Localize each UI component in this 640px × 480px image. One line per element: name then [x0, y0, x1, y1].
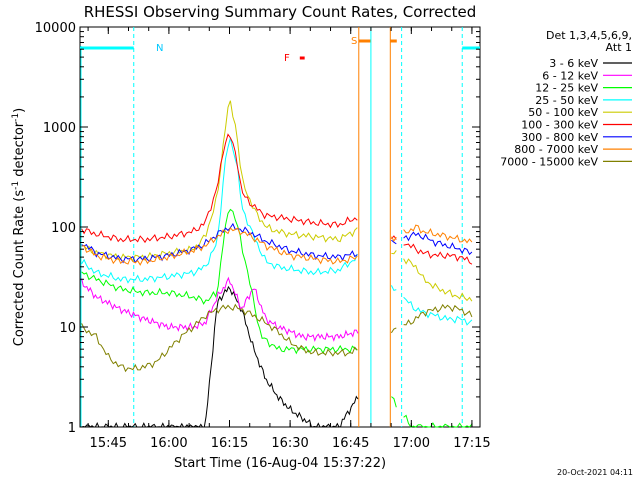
legend-item-label-8: 7000 - 15000 keV	[500, 155, 598, 168]
series-line-0-0	[81, 285, 359, 428]
series-line-5-0	[81, 133, 358, 244]
series-line-6-1	[391, 239, 397, 245]
series-line-7-2	[403, 224, 473, 244]
chart-title: RHESSI Observing Summary Count Rates, Co…	[84, 3, 477, 21]
y-axis-label-main: Corrected Count Rate (s	[12, 190, 27, 347]
series-line-1-0	[81, 276, 359, 342]
x-tick-label-1: 16:00	[150, 436, 187, 451]
legend-item-label-3: 25 - 50 keV	[535, 94, 598, 107]
series-line-2-0	[81, 208, 358, 355]
footer-date: 20-Oct-2021 04:11	[557, 468, 633, 477]
legend-item-label-0: 3 - 6 keV	[549, 57, 598, 70]
legend-item-label-6: 300 - 800 keV	[521, 131, 598, 144]
saa-flag-label: S	[351, 36, 357, 47]
series-line-8-1	[390, 327, 397, 334]
y-tick-label-0: 1	[68, 421, 76, 436]
legend-item-label-1: 6 - 12 keV	[542, 69, 598, 82]
y-axis-label-mid: detector	[12, 121, 27, 181]
series-line-7-1	[390, 236, 397, 242]
legend-item-label-2: 12 - 25 keV	[535, 82, 598, 95]
legend-header-2: Att 1	[606, 41, 632, 54]
series-line-8-0	[81, 303, 358, 373]
x-tick-label-0: 15:45	[90, 436, 127, 451]
x-tick-label-6: 17:15	[453, 436, 490, 451]
y-tick-label-4: 10000	[35, 21, 76, 36]
series-line-3-2	[403, 296, 473, 326]
y-tick-label-2: 100	[51, 221, 76, 236]
series-line-4-1	[391, 250, 397, 255]
series-line-4-2	[403, 258, 473, 302]
y-tick-label-3: 1000	[43, 121, 76, 136]
series-line-3-0	[81, 137, 358, 284]
x-axis-ticks: 15:45 16:00 16:15 16:30 16:45 17:00 17:15	[87, 27, 491, 451]
series-line-6-0	[81, 222, 358, 264]
series-line-8-2	[403, 303, 473, 326]
night-flag-label: N	[156, 43, 163, 54]
y-axis-label-exp2: -1	[11, 113, 21, 122]
series-line-5-2	[403, 243, 473, 265]
x-tick-label-5: 17:00	[393, 436, 430, 451]
series-line-7-0	[81, 227, 358, 266]
y-axis-label-end: )	[12, 108, 27, 113]
y-tick-label-1: 10	[59, 321, 76, 336]
x-tick-label-4: 16:45	[332, 436, 369, 451]
legend-header-1: Det 1,3,4,5,6,9,	[546, 29, 632, 42]
series-layer	[81, 100, 473, 428]
series-line-2-1	[391, 396, 397, 408]
series-line-3-1	[390, 285, 397, 292]
x-tick-label-3: 16:30	[271, 436, 308, 451]
y-axis-label-exp1: -1	[11, 181, 21, 190]
legend-item-label-7: 800 - 7000 keV	[514, 143, 598, 156]
flags-layer	[80, 27, 480, 427]
series-line-4-0	[81, 100, 358, 262]
x-tick-label-2: 16:15	[211, 436, 248, 451]
plot-frame	[79, 26, 481, 428]
flare-flag-label: F	[284, 53, 290, 64]
series-line-2-2	[403, 414, 473, 428]
x-axis-label: Start Time (16-Aug-04 15:37:22)	[174, 456, 386, 471]
series-line-6-2	[403, 231, 473, 256]
y-axis-ticks: 1 10 100 1000 10000	[35, 21, 480, 436]
legend-item-label-5: 100 - 300 keV	[521, 119, 598, 132]
y-axis-label: Corrected Count Rate (s-1 detector-1)	[11, 108, 27, 346]
legend-item-label-4: 50 - 100 keV	[528, 106, 598, 119]
